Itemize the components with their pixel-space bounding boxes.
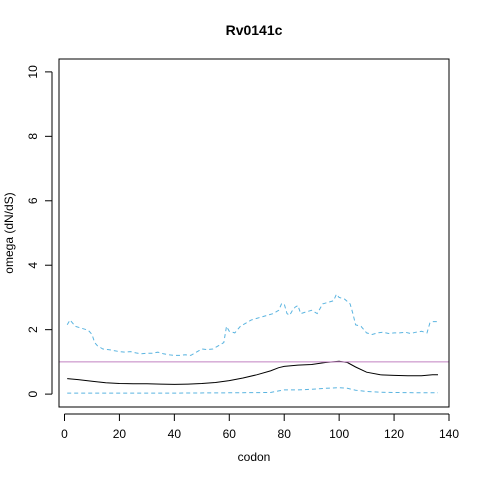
y-tick-label: 2	[26, 326, 40, 333]
y-axis: 0 2 4 6 8 10	[26, 65, 53, 397]
x-tick-label: 20	[113, 427, 127, 441]
plot-frame	[58, 58, 450, 408]
x-tick-label: 0	[61, 427, 68, 441]
chart-title: Rv0141c	[226, 22, 283, 38]
x-tick-label: 40	[168, 427, 182, 441]
y-axis-label: omega (dN/dS)	[2, 192, 16, 273]
x-tick-label: 100	[329, 427, 349, 441]
series-line-1	[67, 360, 438, 385]
x-tick-label: 140	[439, 427, 459, 441]
x-axis: 0 20 40 60 80 100 120 140	[61, 413, 459, 441]
x-tick-label: 80	[278, 427, 292, 441]
series-line-3	[67, 387, 438, 394]
series-layer	[66, 293, 438, 394]
series-line-2	[66, 293, 438, 356]
x-axis-label: codon	[238, 450, 271, 464]
y-tick-label: 6	[26, 197, 40, 204]
y-tick-label: 0	[26, 390, 40, 397]
y-tick-label: 10	[26, 65, 40, 79]
x-tick-label: 60	[223, 427, 237, 441]
y-tick-label: 4	[26, 262, 40, 269]
y-tick-label: 8	[26, 133, 40, 140]
x-tick-label: 120	[384, 427, 404, 441]
